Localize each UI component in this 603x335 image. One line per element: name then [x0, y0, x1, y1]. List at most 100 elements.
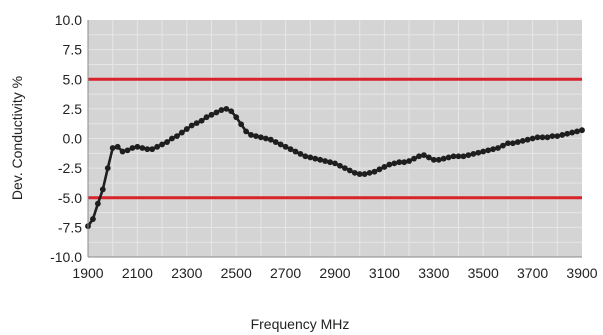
data-point: [228, 108, 235, 115]
data-point: [223, 105, 230, 112]
data-point: [99, 186, 106, 193]
x-tick-label: 2100: [122, 265, 153, 281]
data-point: [450, 153, 457, 160]
data-point: [139, 145, 146, 151]
x-tick-label: 2300: [171, 265, 202, 281]
data-point: [332, 160, 338, 167]
data-point: [455, 153, 462, 160]
x-tick-label: 2700: [270, 265, 301, 281]
data-point: [396, 159, 403, 166]
data-point: [579, 127, 585, 134]
data-point: [519, 137, 526, 144]
data-point: [440, 155, 447, 162]
data-point: [366, 169, 373, 176]
data-point: [490, 146, 496, 153]
data-point: [94, 200, 101, 207]
data-point: [485, 147, 492, 154]
data-point: [233, 114, 240, 121]
y-tick-label: -7.5: [58, 219, 82, 235]
data-point: [267, 136, 274, 143]
data-point: [282, 143, 289, 150]
data-point: [109, 145, 116, 151]
data-point: [159, 141, 166, 148]
data-point: [505, 140, 511, 147]
data-point: [554, 133, 561, 140]
data-point: [272, 139, 279, 145]
data-point: [514, 139, 521, 145]
y-tick-label: 10.0: [55, 12, 82, 28]
y-tick-label: 2.5: [63, 101, 83, 117]
data-point: [169, 135, 175, 142]
y-tick-labels: 10.0 7.5 5.0 2.5 0.0 -2.5 -5.0 -7.5 -10.0: [50, 12, 82, 265]
data-point: [524, 136, 531, 143]
data-point: [302, 153, 309, 160]
data-point: [559, 132, 566, 138]
data-point: [361, 171, 368, 177]
data-point: [376, 166, 383, 173]
data-point: [460, 153, 467, 160]
data-point: [411, 155, 417, 162]
data-point: [134, 143, 141, 150]
x-tick-label: 3300: [418, 265, 449, 281]
data-point: [188, 122, 195, 129]
data-point: [401, 159, 408, 166]
data-point: [564, 130, 571, 137]
x-tick-label: 3100: [369, 265, 400, 281]
data-point: [435, 156, 442, 163]
y-tick-label: 7.5: [63, 42, 83, 58]
data-point: [569, 129, 576, 136]
data-point: [495, 145, 501, 151]
data-point: [381, 164, 388, 170]
y-tick-label: 0.0: [63, 131, 83, 147]
data-point: [445, 154, 452, 161]
data-point: [430, 156, 437, 163]
data-point: [391, 160, 398, 167]
data-point: [164, 139, 170, 145]
data-point: [416, 153, 422, 160]
x-tick-label: 3500: [468, 265, 499, 281]
data-point: [178, 129, 185, 136]
data-point: [149, 146, 156, 153]
data-point: [213, 109, 220, 116]
axes: [87, 20, 582, 258]
x-tick-label: 1900: [72, 265, 103, 281]
data-point: [307, 154, 314, 161]
data-point: [386, 161, 393, 168]
y-axis-title: Dev. Conductivity %: [9, 76, 25, 200]
y-tick-label: 5.0: [63, 71, 83, 87]
x-tick-label: 3700: [517, 265, 548, 281]
data-point: [322, 158, 329, 164]
data-point: [549, 133, 556, 140]
data-point: [341, 165, 348, 172]
data-point: [292, 148, 299, 155]
data-point: [238, 121, 245, 128]
data-point: [198, 117, 205, 124]
y-tick-label: -10.0: [50, 249, 82, 265]
data-point: [346, 167, 353, 174]
data-point: [470, 151, 477, 157]
y-tick-label: -2.5: [58, 160, 82, 176]
data-point: [312, 155, 319, 162]
data-point: [208, 111, 215, 118]
data-point: [500, 142, 506, 149]
data-point: [253, 133, 259, 140]
data-point: [529, 135, 536, 142]
data-point: [425, 154, 432, 161]
data-point: [183, 126, 190, 132]
data-point: [258, 134, 264, 141]
data-point: [90, 216, 96, 222]
data-point: [124, 147, 131, 154]
x-tick-labels: 1900 2100 2300 2500 2700 2900 3100 3300 3500 3700…: [72, 265, 597, 281]
limit-lines: [88, 77, 582, 200]
data-point: [509, 140, 516, 147]
data-point: [574, 128, 580, 135]
data-point: [129, 145, 136, 151]
data-point: [465, 152, 472, 158]
data-point: [104, 165, 111, 172]
data-point: [544, 134, 551, 141]
data-point: [248, 132, 254, 138]
data-point: [351, 169, 358, 176]
series-layer: [85, 105, 585, 230]
x-tick-label: 2500: [221, 265, 252, 281]
